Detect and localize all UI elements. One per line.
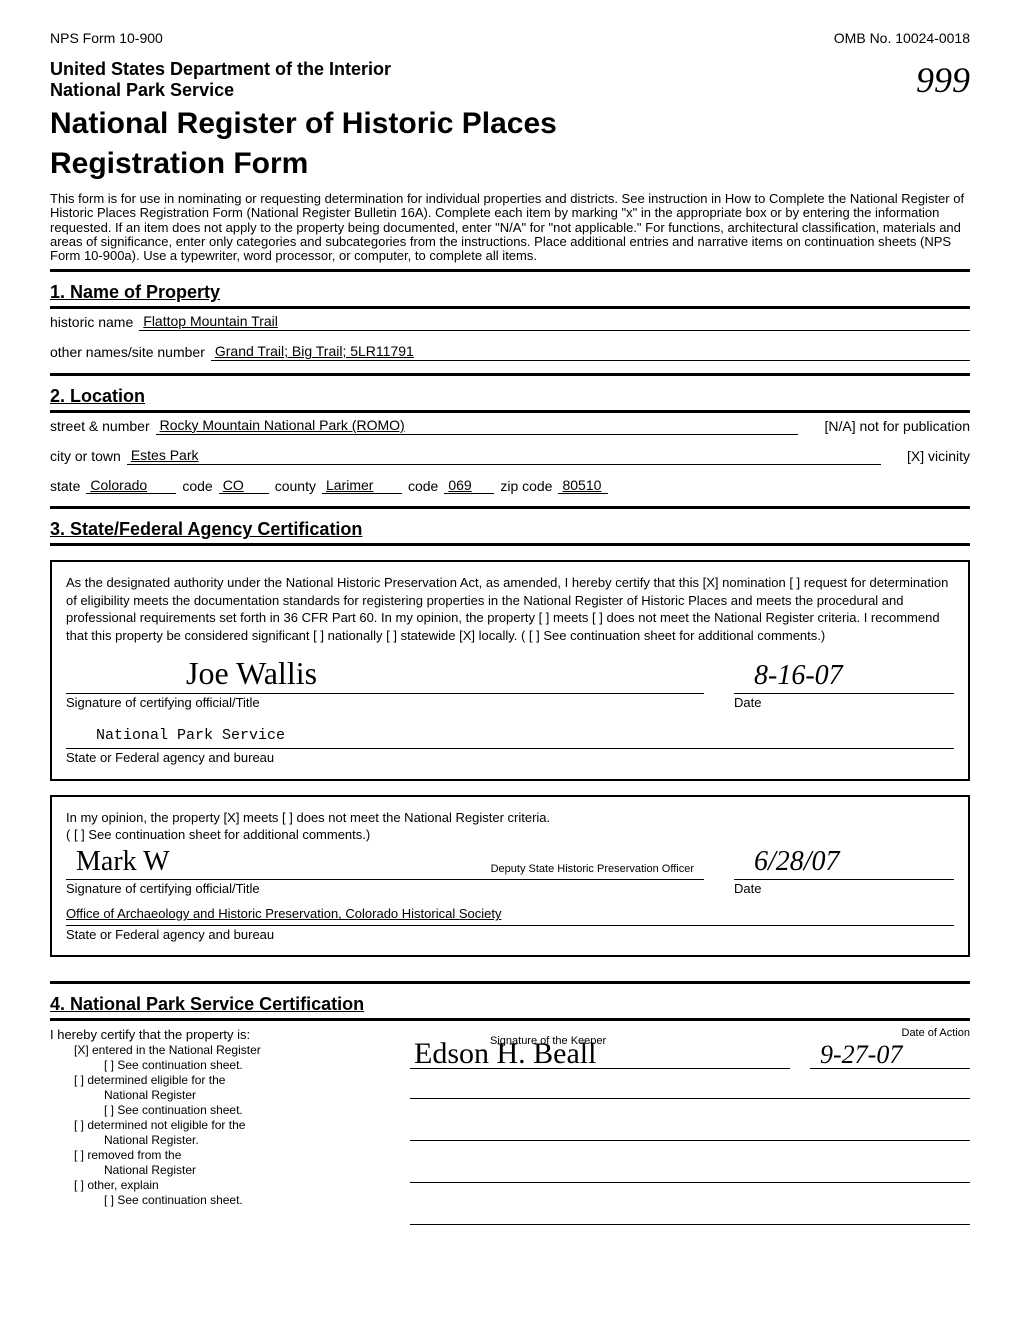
section-2-title: 2. Location [50, 386, 145, 408]
blank-line [410, 1195, 970, 1225]
blank-line [410, 1111, 970, 1141]
signature-2: Mark W [76, 843, 170, 881]
state-code-value: CO [219, 477, 269, 495]
date-action-line: Date of Action 9-27-07 [810, 1027, 970, 1069]
date-1: 8-16-07 [754, 657, 843, 695]
section-4-title: 4. National Park Service Certification [50, 994, 364, 1016]
agency-2: Office of Archaeology and Historic Prese… [66, 906, 501, 921]
agency-caption-1: State or Federal agency and bureau [66, 749, 954, 767]
zip-value: 80510 [558, 477, 608, 495]
dept-name: United States Department of the Interior [50, 59, 557, 81]
list-item: [ ] See continuation sheet. [104, 1058, 390, 1073]
city-value: Estes Park [127, 447, 881, 465]
zip-label: zip code [500, 478, 552, 495]
agency-caption-2: State or Federal agency and bureau [66, 926, 954, 944]
divider [50, 269, 970, 272]
state-label: state [50, 478, 80, 495]
list-item: [ ] determined not eligible for the [74, 1118, 390, 1133]
sig-caption-1: Signature of certifying official/Title [66, 694, 704, 712]
other-names-value: Grand Trail; Big Trail; 5LR11791 [211, 343, 970, 361]
divider [50, 306, 970, 309]
historic-name-label: historic name [50, 314, 133, 331]
agency-1: National Park Service [96, 727, 285, 744]
section-3-title: 3. State/Federal Agency Certification [50, 519, 362, 541]
certification-box-1: As the designated authority under the Na… [50, 560, 970, 781]
county-value: Larimer [322, 477, 402, 495]
date-caption-2: Date [734, 880, 954, 898]
list-item: [ ] other, explain [74, 1178, 390, 1193]
divider [50, 543, 970, 546]
county-code-value: 069 [444, 477, 494, 495]
divider [50, 506, 970, 509]
sec4-intro: I hereby certify that the property is: [50, 1027, 390, 1043]
form-title-2: Registration Form [50, 146, 557, 182]
date-action-caption: Date of Action [902, 1027, 971, 1040]
not-for-publication: [N/A] not for publication [824, 418, 970, 435]
list-item: [ ] determined eligible for the [74, 1073, 390, 1088]
blank-line [410, 1069, 970, 1099]
list-item: National Register [104, 1163, 390, 1178]
blank-line [410, 1153, 970, 1183]
divider [50, 373, 970, 376]
divider [50, 410, 970, 413]
cert-box2-text: In my opinion, the property [X] meets [ … [66, 809, 954, 844]
cert-checklist: [X] entered in the National Register [ ]… [74, 1043, 390, 1208]
date-2-line: 6/28/07 [734, 850, 954, 880]
date-action: 9-27-07 [820, 1039, 902, 1070]
sig-caption-2: Signature of certifying official/Title [66, 880, 704, 898]
signature-1: Joe Wallis [186, 652, 317, 695]
date-1-line: 8-16-07 [734, 664, 954, 694]
service-name: National Park Service [50, 80, 557, 102]
county-code-label: code [408, 478, 438, 495]
vicinity: [X] vicinity [907, 448, 970, 465]
list-item: [ ] See continuation sheet. [104, 1103, 390, 1118]
signature-1-line: Joe Wallis [66, 664, 704, 694]
form-title-1: National Register of Historic Places [50, 106, 557, 142]
date-caption-1: Date [734, 694, 954, 712]
state-code-label: code [182, 478, 212, 495]
signature-2-line: Mark W Deputy State Historic Preservatio… [66, 850, 704, 880]
other-names-label: other names/site number [50, 344, 205, 361]
keeper-signature-line: Signature of the Keeper Edson H. Beall [410, 1027, 790, 1069]
divider [50, 1018, 970, 1021]
deputy-label: Deputy State Historic Preservation Offic… [491, 862, 694, 877]
instructions-text: This form is for use in nominating or re… [50, 192, 970, 263]
list-item: [X] entered in the National Register [74, 1043, 390, 1058]
list-item: [ ] See continuation sheet. [104, 1193, 390, 1208]
list-item: [ ] removed from the [74, 1148, 390, 1163]
date-2: 6/28/07 [754, 843, 840, 881]
cert-box1-text: As the designated authority under the Na… [66, 574, 954, 644]
county-label: county [275, 478, 316, 495]
section-1-title: 1. Name of Property [50, 282, 220, 304]
historic-name-value: Flattop Mountain Trail [139, 313, 970, 331]
page-number: 999 [916, 59, 970, 102]
keeper-signature: Edson H. Beall [414, 1036, 596, 1072]
form-id: NPS Form 10-900 [50, 30, 163, 47]
list-item: National Register [104, 1088, 390, 1103]
state-value: Colorado [86, 477, 176, 495]
list-item: National Register. [104, 1133, 390, 1148]
city-label: city or town [50, 448, 121, 465]
street-label: street & number [50, 418, 150, 435]
certification-box-2: In my opinion, the property [X] meets [ … [50, 795, 970, 958]
street-value: Rocky Mountain National Park (ROMO) [156, 417, 799, 435]
divider [50, 981, 970, 984]
omb-number: OMB No. 10024-0018 [834, 30, 970, 47]
